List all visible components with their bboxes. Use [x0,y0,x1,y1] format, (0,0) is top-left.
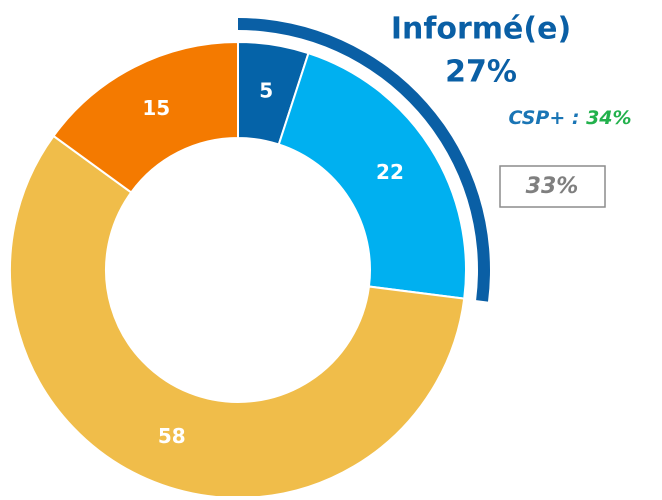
segment-label: 58 [158,424,186,448]
segment-label: 5 [259,79,273,103]
highlight-value: 27% [445,55,517,90]
boxed-value: 33% [526,174,579,199]
subgroup-value: 34% [586,107,631,129]
subgroup-annotation: CSP+ : 34% [508,107,631,129]
donut-segment [9,134,466,499]
boxed-frame [499,165,606,208]
highlight-label: Informé(e) [391,12,571,47]
donut-segment [277,51,467,300]
donut-segment [52,40,239,194]
subgroup-label: CSP+ : [508,107,579,129]
segment-label: 22 [376,160,404,184]
segment-label: 15 [142,96,170,120]
